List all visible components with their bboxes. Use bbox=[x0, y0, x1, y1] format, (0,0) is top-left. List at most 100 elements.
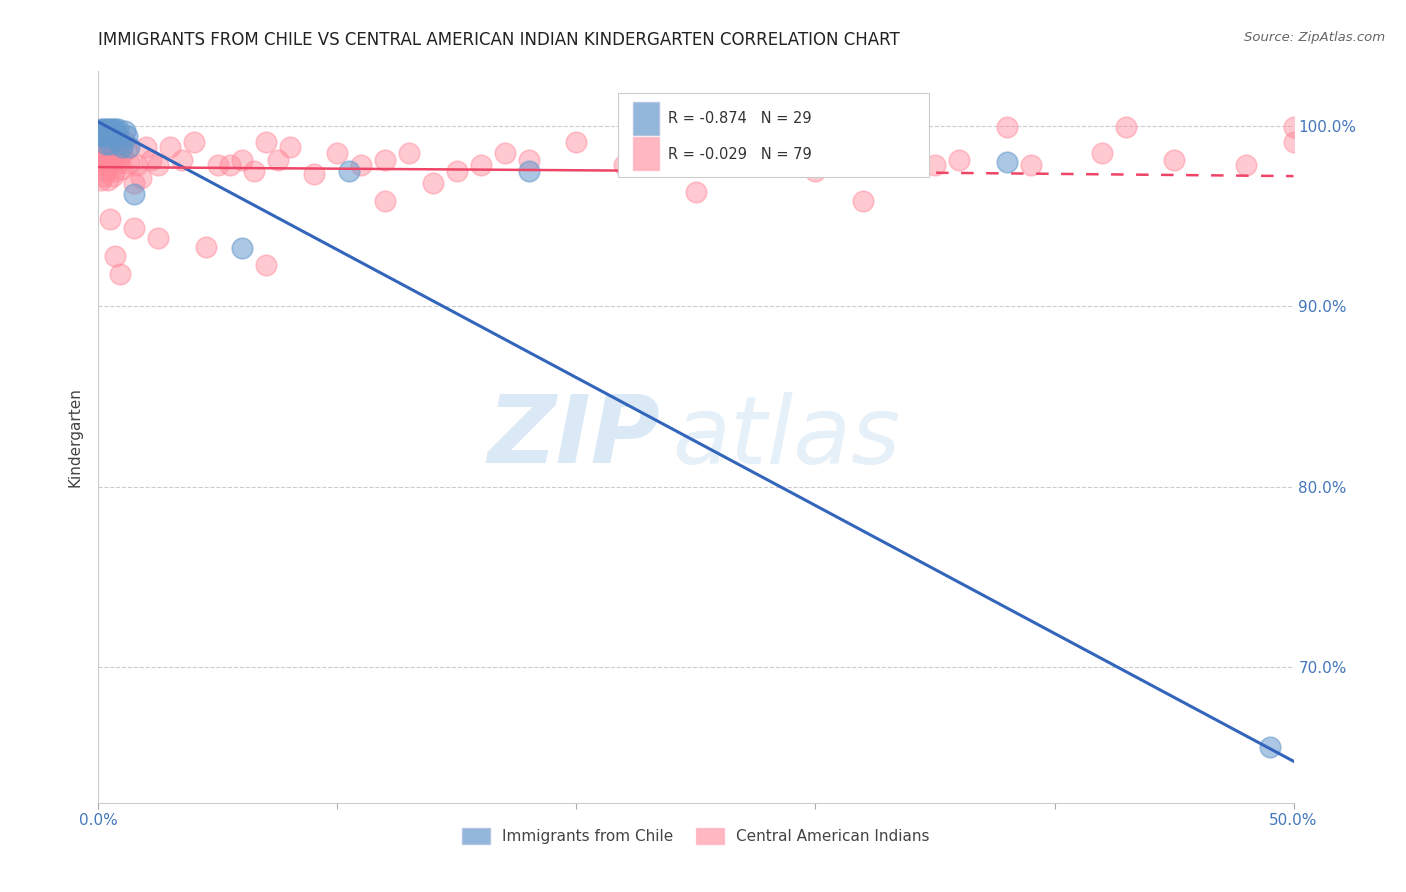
Point bbox=[98, 122, 122, 136]
Point bbox=[756, 153, 779, 167]
Point bbox=[108, 267, 131, 281]
Point bbox=[108, 135, 131, 149]
Point bbox=[107, 129, 129, 144]
Point bbox=[172, 153, 194, 167]
Point bbox=[94, 122, 117, 136]
Point bbox=[339, 163, 361, 178]
Point bbox=[159, 140, 181, 154]
Point bbox=[1163, 153, 1185, 167]
Point bbox=[101, 154, 124, 169]
Point bbox=[101, 122, 124, 136]
Point bbox=[115, 142, 138, 156]
Point bbox=[111, 147, 134, 161]
Point bbox=[1115, 120, 1137, 135]
Point bbox=[124, 187, 146, 202]
Point bbox=[374, 153, 396, 167]
Point bbox=[876, 140, 898, 154]
Point bbox=[94, 140, 117, 154]
Point bbox=[995, 120, 1018, 135]
Point bbox=[517, 153, 540, 167]
Point bbox=[118, 140, 141, 154]
Text: ZIP: ZIP bbox=[488, 391, 661, 483]
Point bbox=[350, 158, 373, 172]
Point bbox=[98, 212, 122, 227]
Point bbox=[91, 169, 114, 183]
Point bbox=[1019, 158, 1042, 172]
Point bbox=[111, 161, 134, 176]
Point bbox=[90, 122, 112, 136]
Point bbox=[135, 140, 157, 154]
Point bbox=[108, 136, 131, 151]
Point bbox=[90, 172, 112, 186]
Point bbox=[326, 145, 349, 160]
Point bbox=[267, 153, 290, 167]
Point bbox=[254, 258, 277, 272]
Point bbox=[90, 158, 112, 172]
Point bbox=[517, 163, 540, 178]
Point bbox=[114, 135, 136, 149]
Point bbox=[90, 129, 112, 144]
Point bbox=[94, 151, 117, 165]
Point bbox=[1091, 145, 1114, 160]
Point bbox=[1282, 135, 1305, 149]
Point bbox=[254, 135, 277, 149]
Point bbox=[98, 133, 122, 147]
Point bbox=[104, 131, 127, 145]
Text: Source: ZipAtlas.com: Source: ZipAtlas.com bbox=[1244, 31, 1385, 45]
Point bbox=[107, 156, 129, 170]
Point bbox=[446, 163, 468, 178]
Point bbox=[98, 129, 122, 144]
Point bbox=[948, 153, 970, 167]
Point bbox=[374, 194, 396, 209]
Point bbox=[94, 129, 117, 144]
Point bbox=[98, 147, 122, 161]
Point bbox=[97, 158, 120, 172]
Bar bbox=[633, 102, 659, 135]
Point bbox=[94, 163, 117, 178]
Point bbox=[91, 154, 114, 169]
Point bbox=[91, 122, 114, 136]
Point bbox=[1258, 739, 1281, 754]
Point bbox=[219, 158, 242, 172]
Point bbox=[148, 230, 170, 244]
Text: R = -0.874   N = 29: R = -0.874 N = 29 bbox=[668, 112, 813, 127]
Point bbox=[398, 145, 420, 160]
Point bbox=[118, 156, 141, 170]
Point bbox=[1234, 158, 1257, 172]
Point bbox=[124, 221, 146, 235]
Text: atlas: atlas bbox=[672, 392, 900, 483]
Point bbox=[115, 129, 138, 144]
Point bbox=[97, 147, 120, 161]
Point bbox=[924, 158, 946, 172]
Point bbox=[685, 186, 707, 200]
Point bbox=[565, 135, 588, 149]
Bar bbox=[633, 137, 659, 170]
Point bbox=[661, 153, 683, 167]
Point bbox=[111, 140, 134, 154]
Point bbox=[131, 170, 153, 185]
Point bbox=[91, 144, 114, 158]
Point bbox=[1282, 120, 1305, 135]
Point bbox=[195, 239, 218, 253]
Point bbox=[104, 122, 127, 136]
Point bbox=[804, 163, 827, 178]
Text: R = -0.029   N = 79: R = -0.029 N = 79 bbox=[668, 146, 813, 161]
Point bbox=[125, 158, 148, 172]
Point bbox=[709, 145, 731, 160]
Point bbox=[91, 129, 114, 144]
Y-axis label: Kindergarten: Kindergarten bbox=[67, 387, 83, 487]
Point bbox=[470, 158, 492, 172]
Point bbox=[97, 122, 120, 136]
Point bbox=[278, 140, 301, 154]
Point bbox=[104, 249, 127, 263]
Point bbox=[613, 158, 636, 172]
Point bbox=[231, 153, 253, 167]
Point bbox=[243, 163, 266, 178]
Point bbox=[494, 145, 516, 160]
Point bbox=[148, 158, 170, 172]
Point bbox=[104, 163, 127, 178]
Point bbox=[97, 129, 120, 144]
Legend: Immigrants from Chile, Central American Indians: Immigrants from Chile, Central American … bbox=[457, 822, 935, 850]
Point bbox=[90, 147, 112, 161]
Point bbox=[183, 135, 205, 149]
